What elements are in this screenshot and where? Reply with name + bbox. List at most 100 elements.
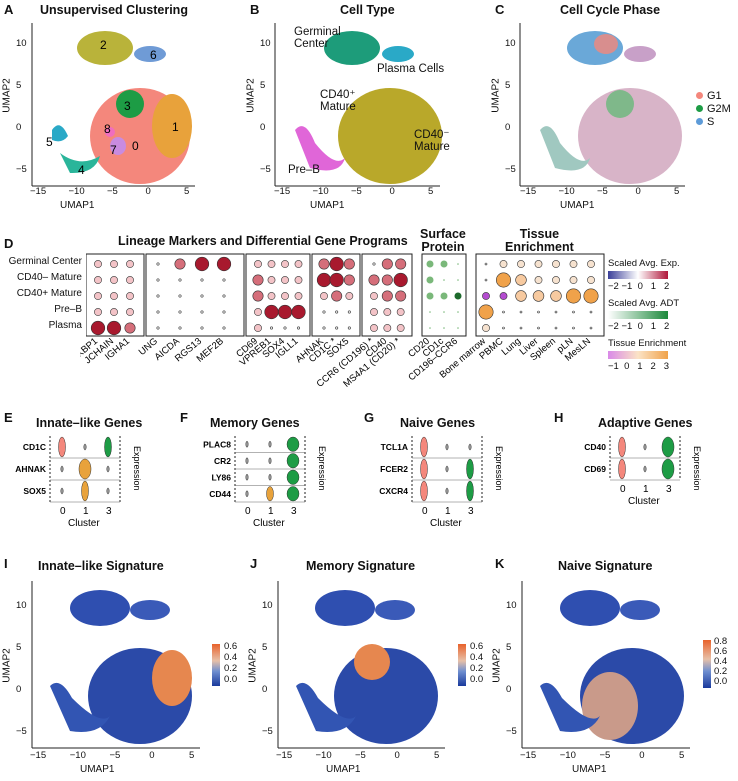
umap-plot-a: 2 6 3 1 8 0 7 5 4	[31, 23, 195, 187]
violin-cluster-tick: 1	[643, 484, 649, 495]
x-tick-label: −15	[274, 186, 291, 197]
tissue-dot	[589, 326, 593, 330]
celltype-cd40pos-mature: CD40⁺ Mature	[320, 89, 356, 113]
xaxis-label-i: UMAP1	[80, 764, 115, 775]
umap-row-bottom	[31, 581, 711, 749]
tissue-enrichment-box	[475, 253, 605, 337]
dotplot-row-label: Pre–B	[54, 304, 82, 315]
dotplot-group-box	[361, 253, 413, 337]
dotplot-dot	[396, 324, 405, 332]
dotplot-dot	[320, 292, 328, 300]
violin-cluster-tick: 1	[268, 506, 274, 517]
dotplot-dot	[294, 276, 303, 284]
cell-cycle-legend: G1 G2M S	[696, 90, 731, 129]
violin-shape	[420, 458, 428, 480]
dotplot-dot	[254, 324, 262, 332]
dotplot-dot	[322, 326, 326, 330]
dotplot-dot	[200, 278, 204, 282]
legend-exp-bar	[608, 271, 668, 279]
tissue-dot	[499, 260, 508, 268]
dotplot-dot	[252, 290, 264, 302]
dotplot-dot	[281, 292, 289, 300]
y-tick-label: 5	[16, 80, 22, 91]
y-tick-label: −5	[262, 726, 273, 737]
dotplot-dot	[335, 326, 339, 330]
legend-adt-ticks: −2 −1 0 1 2	[608, 321, 670, 332]
surface-protein-box	[421, 253, 467, 337]
dotplot-dot	[126, 260, 134, 268]
panel-label-f: F	[180, 410, 188, 425]
colorbar-ticks-j: 0.6 0.4 0.2 0.0	[470, 641, 484, 685]
x-tick-label: −10	[559, 750, 576, 761]
violin-shape	[286, 469, 300, 485]
panel-label-d: D	[4, 236, 14, 251]
tissue-dot	[502, 326, 505, 330]
violin-shape	[245, 474, 249, 481]
umap-plot-j	[277, 581, 466, 749]
x-tick-label: 0	[639, 750, 645, 761]
y-tick-label: 5	[506, 642, 512, 653]
x-tick-label: −5	[107, 186, 118, 197]
violin-plots: CD1C AHNAK SOX5 0 1 3 Cluster Expression PLAC8 CR…	[15, 436, 702, 529]
violin-ylabel: Expression	[494, 446, 504, 491]
violin-gene-label: CR2	[214, 456, 231, 466]
x-tick-label: 5	[428, 186, 434, 197]
panel-title-k: Naive Signature	[558, 559, 653, 573]
violin-shape	[661, 458, 675, 480]
legend-tissue-bar	[608, 351, 668, 359]
violin-gene-label: SOX5	[23, 486, 46, 496]
svg-text:4: 4	[78, 163, 85, 177]
x-tick-label: 0	[389, 186, 395, 197]
violin-ylabel: Expression	[132, 446, 142, 491]
panel-title-i: Innate–like Signature	[38, 559, 164, 573]
dotplot-dot	[347, 310, 351, 314]
dotplot-dot	[94, 276, 102, 284]
tissue-dot	[552, 276, 560, 284]
surface-protein-dot	[443, 311, 445, 313]
dotplot-dot	[281, 276, 289, 284]
violin-shape	[266, 486, 274, 502]
dotplot-dot	[395, 290, 407, 302]
y-tick-label: −5	[260, 164, 271, 175]
dotplot-dot	[381, 274, 393, 286]
dotplot-dot	[200, 310, 204, 314]
tissue-dot	[517, 260, 525, 268]
umap-plot-b	[274, 23, 442, 187]
dotplot-dot	[178, 326, 182, 330]
x-tick-label: −15	[520, 186, 537, 197]
cluster-5-blob	[52, 125, 68, 142]
dotplot-dot	[329, 256, 344, 272]
violin-shape	[468, 443, 472, 451]
violin-shape	[78, 458, 92, 480]
legend-g2m: G2M	[696, 103, 731, 116]
dotplot-dot	[222, 278, 226, 282]
dotplot-dot	[270, 326, 274, 330]
dotplot-dot	[94, 292, 102, 300]
y-tick-label: 10	[260, 38, 271, 49]
dotplot-dot	[395, 258, 407, 270]
violin-xlabel: Cluster	[628, 496, 660, 507]
y-tick-label: 5	[262, 642, 268, 653]
violin-shape	[60, 465, 64, 473]
y-tick-label: 0	[505, 122, 511, 133]
tissue-dot	[502, 310, 505, 314]
x-tick-label: 0	[145, 186, 151, 197]
y-tick-label: 0	[262, 684, 268, 695]
yaxis-label-c: UMAP2	[490, 78, 502, 113]
surface-protein-dot	[457, 263, 459, 265]
dotplot-dot	[372, 262, 376, 266]
cluster-8-blob	[105, 127, 115, 137]
violin-xlabel: Cluster	[430, 518, 462, 529]
dotplot-dot	[383, 324, 392, 332]
colorbar-ticks-i: 0.6 0.4 0.2 0.0	[224, 641, 238, 685]
dotplot-dot	[222, 326, 226, 330]
celltype-germinal-center: Germinal Center	[294, 26, 341, 50]
cluster-4-blob	[60, 153, 100, 174]
tissue-dot	[532, 290, 545, 302]
dotplot-group-box	[86, 253, 145, 337]
panel-label-g: G	[364, 410, 375, 425]
xaxis-label-k: UMAP1	[572, 764, 607, 775]
surface-protein-dot	[454, 292, 462, 300]
umap-plot-i	[31, 581, 220, 749]
tissue-dot	[587, 260, 595, 268]
